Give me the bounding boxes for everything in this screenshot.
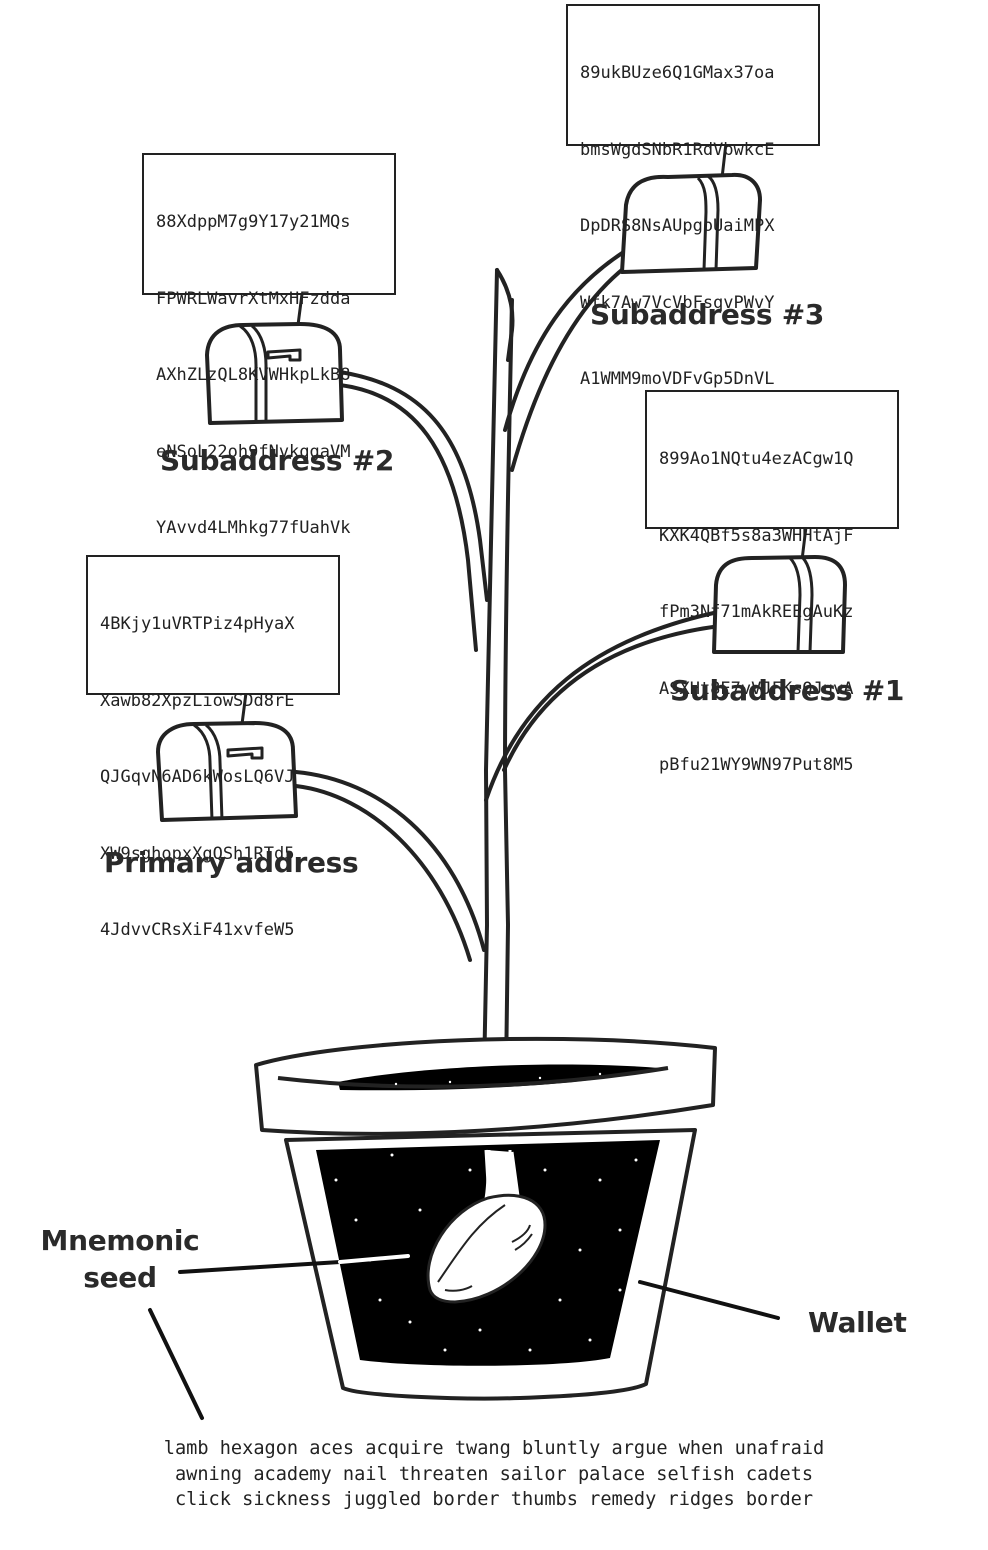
primary-address-label: Primary address [104,846,359,879]
address-line: Wfk7Aw7VcVbFsqvPWvY [580,292,775,313]
seed-words-line: lamb hexagon aces acquire twang bluntly … [163,1438,825,1459]
address-line: pBfu21WY9WN97Put8M5 [659,755,854,775]
address-line: AXhZLzQL8KVWHkpLkB8 [156,365,351,385]
subaddress-2-label: Subaddress #2 [160,444,395,477]
mnemonic-seed-label-line2: seed [83,1261,157,1294]
address-line: ASXHt8E7vVJFKsQJuvA [659,678,854,699]
address-line: eNSoL22oh9fNvkqgaVM [156,441,351,462]
subaddress-3-label: Subaddress #3 [590,298,825,331]
plant-stem [482,268,499,1077]
address-line: Xawb82XpzLiowSDd8rE [100,690,295,711]
branch-sub1 [484,610,720,802]
address-line: bmsWgdSNbR1RdVbwkcE [580,139,775,160]
subaddress-2-box: 88XdppM7g9Y17y21MQs FPWRLWavrXtMxHFzdda … [142,153,396,538]
address-line: fPm3Nf71mAkREEgAuKz [659,602,854,622]
mnemonic-seed-words: lamb hexagon aces acquire twang bluntly … [0,1436,988,1513]
address-line: 4JdvvCRsXiF41xvfeW5 [100,920,295,940]
seed-icon [426,1193,547,1304]
address-line: 88XdppM7g9Y17y21MQs [156,212,351,232]
mailbox-icon-sub1 [712,555,847,654]
subaddress-3-box: 89ukBUze6Q1GMax37oa bmsWgdSNbR1RdVbwkcE … [566,4,820,389]
wallet-label: Wallet [808,1306,907,1339]
mailbox-icon-sub3 [620,172,762,274]
address-line: KXK4QBf5s8a3WHHtAjF [659,525,854,546]
address-line: DpDRS8NsAUpgoUaiMPX [580,216,775,236]
address-line: YAvvd4LMhkg77fUahVk [156,518,351,538]
address-line: 899Ao1NQtu4ezACgw1Q [659,449,854,469]
subaddress-1-label: Subaddress #1 [670,674,905,707]
mnemonic-seed-label: Mnemonic seed [40,1222,200,1296]
seed-words-line: click sickness juggled border thumbs rem… [174,1489,814,1510]
wallet-pointer-line [638,1280,780,1320]
address-line: XW9sghopxXgQSh1RTd5 [100,843,295,864]
primary-address-box: 4BKjy1uVRTPiz4pHyaX Xawb82XpzLiowSDd8rE … [86,555,340,940]
seed-pointer-line [178,1260,342,1274]
mnemonic-seed-label-line1: Mnemonic [40,1224,200,1257]
address-line: QJGqvN6AD6kWosLQ6VJ [100,767,295,787]
branch-primary [294,770,486,952]
subaddress-1-box: 899Ao1NQtu4ezACgw1Q KXK4QBf5s8a3WHHtAjF … [645,390,899,775]
address-line: A1WMM9moVDFvGp5DnVL [580,369,775,389]
seed-words-pointer-line [148,1308,204,1420]
branch-sub3 [503,246,632,432]
mailbox-icon-primary [156,721,298,822]
mailbox-icon-sub2 [205,322,344,425]
address-line: FPWRLWavrXtMxHFzdda [156,288,351,309]
branch-sub2 [338,370,489,602]
address-line: 4BKjy1uVRTPiz4pHyaX [100,614,295,634]
address-line: 89ukBUze6Q1GMax37oa [580,63,775,83]
seed-words-line: awning academy nail threaten sailor pala… [174,1463,814,1485]
